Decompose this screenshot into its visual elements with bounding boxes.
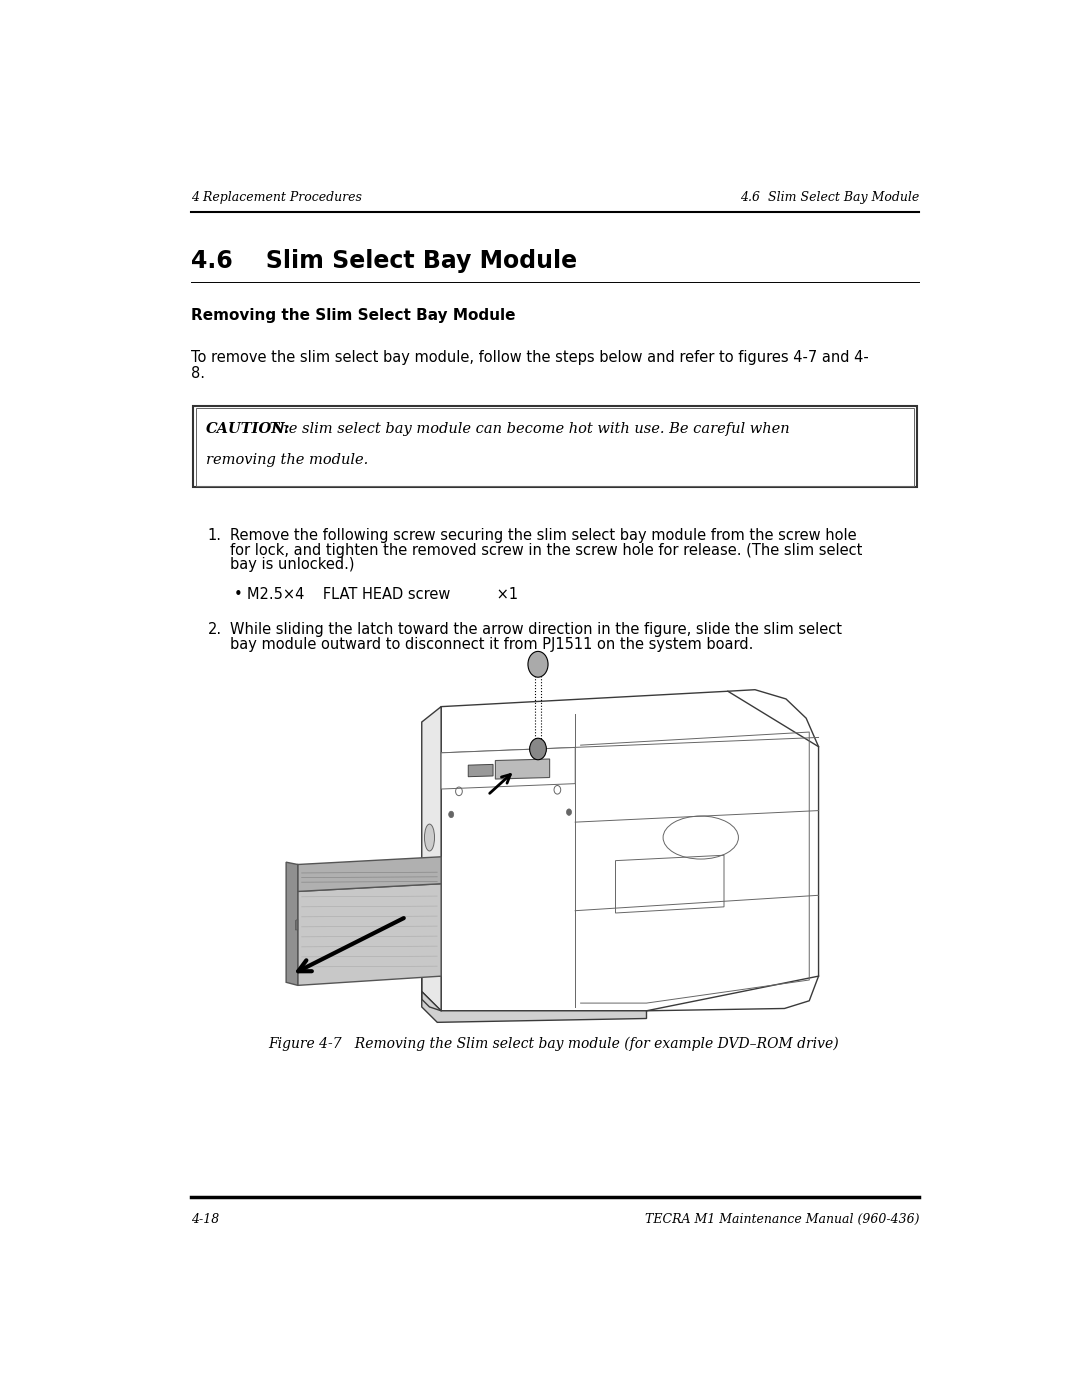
Polygon shape <box>286 862 298 985</box>
Circle shape <box>528 651 548 678</box>
Text: To remove the slim select bay module, follow the steps below and refer to figure: To remove the slim select bay module, fo… <box>191 351 868 365</box>
FancyBboxPatch shape <box>193 407 917 488</box>
Text: removing the module.: removing the module. <box>206 453 368 468</box>
Text: Figure 4-7   Removing the Slim select bay module (for example DVD–ROM drive): Figure 4-7 Removing the Slim select bay … <box>268 1037 839 1051</box>
Text: for lock, and tighten the removed screw in the screw hole for release. (The slim: for lock, and tighten the removed screw … <box>230 542 862 557</box>
Circle shape <box>448 812 454 817</box>
Polygon shape <box>298 856 441 891</box>
Text: 8.: 8. <box>191 366 205 381</box>
Text: Remove the following screw securing the slim select bay module from the screw ho: Remove the following screw securing the … <box>230 528 856 543</box>
Text: 4.6    Slim Select Bay Module: 4.6 Slim Select Bay Module <box>191 249 577 274</box>
Text: 1.: 1. <box>207 528 221 543</box>
Text: 4 Replacement Procedures: 4 Replacement Procedures <box>191 191 362 204</box>
Circle shape <box>567 809 571 816</box>
Polygon shape <box>422 707 441 1011</box>
Text: 4.6  Slim Select Bay Module: 4.6 Slim Select Bay Module <box>740 191 919 204</box>
Text: While sliding the latch toward the arrow direction in the figure, slide the slim: While sliding the latch toward the arrow… <box>230 622 841 637</box>
Polygon shape <box>298 884 441 985</box>
Text: CAUTION:: CAUTION: <box>206 422 291 436</box>
Text: 4-18: 4-18 <box>191 1213 219 1225</box>
Polygon shape <box>469 764 494 777</box>
Text: TECRA M1 Maintenance Manual (960-436): TECRA M1 Maintenance Manual (960-436) <box>645 1213 919 1225</box>
Text: 2.: 2. <box>207 622 222 637</box>
Text: Removing the Slim Select Bay Module: Removing the Slim Select Bay Module <box>191 307 515 323</box>
Text: bay is unlocked.): bay is unlocked.) <box>230 557 354 573</box>
Ellipse shape <box>424 824 434 851</box>
Circle shape <box>529 738 546 760</box>
Polygon shape <box>441 747 576 789</box>
Polygon shape <box>496 759 550 780</box>
Text: The slim select bay module can become hot with use. Be careful when: The slim select bay module can become ho… <box>265 422 789 436</box>
Polygon shape <box>422 992 647 1023</box>
Polygon shape <box>441 692 819 1011</box>
Text: •: • <box>233 587 242 602</box>
Text: M2.5×4    FLAT HEAD screw          ×1: M2.5×4 FLAT HEAD screw ×1 <box>246 587 517 602</box>
Polygon shape <box>296 919 298 930</box>
Text: bay module outward to disconnect it from PJ1511 on the system board.: bay module outward to disconnect it from… <box>230 637 753 651</box>
